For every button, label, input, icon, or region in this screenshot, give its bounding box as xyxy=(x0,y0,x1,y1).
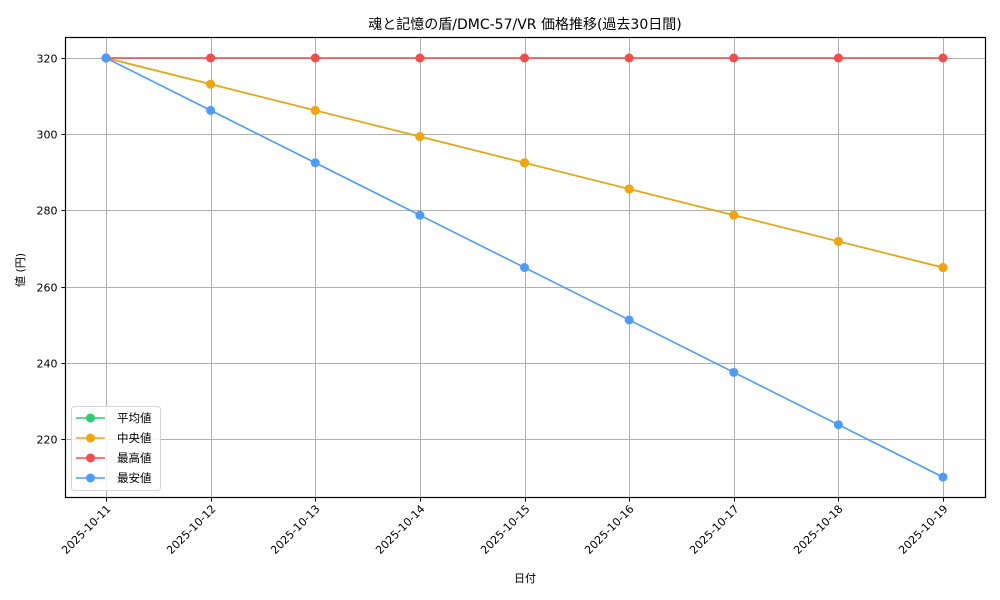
data-point xyxy=(415,53,425,63)
chart-title: 魂と記憶の盾/DMC-57/VR 価格推移(過去30日間) xyxy=(368,16,681,33)
data-point xyxy=(415,210,425,220)
data-point xyxy=(729,53,739,63)
legend-label: 中央値 xyxy=(117,431,152,445)
legend-label: 最高値 xyxy=(117,451,152,465)
data-point xyxy=(520,53,529,63)
data-point xyxy=(520,263,529,273)
data-point xyxy=(624,315,634,325)
data-point xyxy=(833,236,843,246)
data-point xyxy=(310,53,320,63)
data-point xyxy=(833,420,843,430)
x-axis-label: 日付 xyxy=(514,572,536,585)
legend-marker xyxy=(86,413,95,423)
x-tick-label: 2025-10-15 xyxy=(478,502,532,556)
data-point xyxy=(938,53,948,63)
data-point xyxy=(101,53,111,63)
data-point xyxy=(206,53,216,63)
legend-box xyxy=(71,406,161,491)
legend-label: 最安値 xyxy=(117,471,152,485)
data-point xyxy=(624,184,634,194)
x-tick-label: 2025-10-18 xyxy=(791,502,845,556)
data-point xyxy=(310,158,320,168)
x-tick-label: 2025-10-14 xyxy=(373,502,427,556)
y-axis-label: 値 (円) xyxy=(14,253,27,287)
x-tick-label: 2025-10-16 xyxy=(582,502,636,556)
series-最高値 xyxy=(101,53,948,63)
x-tick-label: 2025-10-11 xyxy=(59,502,113,556)
data-point xyxy=(206,79,216,89)
data-point xyxy=(938,263,948,273)
series-最安値 xyxy=(101,53,948,482)
legend-label: 平均値 xyxy=(117,411,152,425)
legend-marker xyxy=(86,433,95,443)
legend-marker xyxy=(86,453,95,463)
y-tick-label: 240 xyxy=(37,358,58,371)
data-point xyxy=(415,132,425,142)
x-tick-label: 2025-10-19 xyxy=(896,502,950,556)
data-point xyxy=(729,367,739,377)
legend-marker xyxy=(86,473,95,483)
x-axis-ticks: 2025-10-11 2025-10-12 2025-10-13 2025-10-14… xyxy=(59,497,951,557)
y-tick-label: 320 xyxy=(37,53,58,66)
y-tick-label: 260 xyxy=(37,282,58,295)
x-tick-label: 2025-10-13 xyxy=(268,502,322,556)
y-tick-label: 280 xyxy=(37,205,58,218)
y-tick-label: 300 xyxy=(37,129,58,142)
data-point xyxy=(938,472,948,482)
y-axis-ticks: 220 240 260 280 300 320 xyxy=(37,53,66,447)
data-point xyxy=(729,210,739,220)
x-tick-label: 2025-10-17 xyxy=(687,502,741,556)
data-point xyxy=(520,158,529,168)
data-point xyxy=(833,53,843,63)
data-point xyxy=(206,105,216,115)
y-tick-label: 220 xyxy=(37,434,58,447)
series-中央値 xyxy=(101,53,948,273)
data-point xyxy=(310,105,320,115)
data-point xyxy=(624,53,634,63)
series-lines xyxy=(101,53,948,482)
x-tick-label: 2025-10-12 xyxy=(164,502,218,556)
